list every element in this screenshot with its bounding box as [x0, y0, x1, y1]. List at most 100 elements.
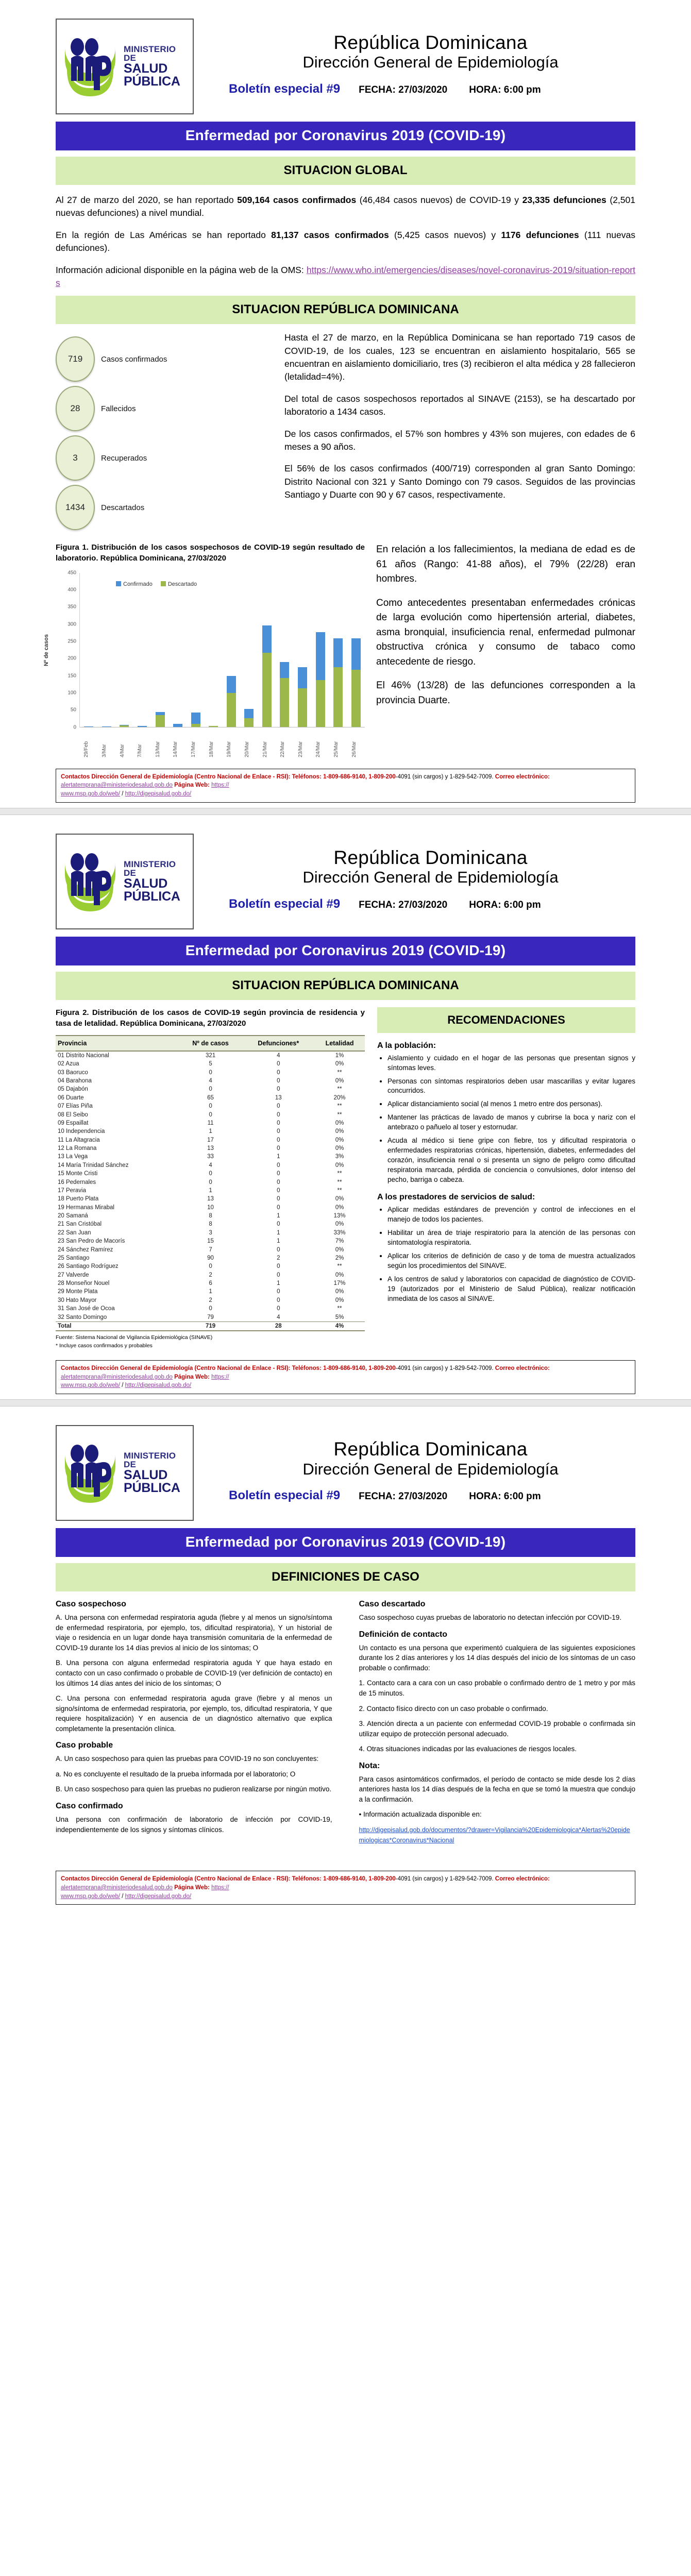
footer-web-link-2[interactable]: www.msp.gob.do/web/: [61, 791, 121, 798]
chart-bar-segment-confirmado: [280, 662, 290, 678]
definition-paragraph: Un contacto es una persona que experimen…: [359, 1643, 636, 1672]
recommendation-item: Acuda al médico si tiene gripe con fiebr…: [387, 1136, 635, 1184]
ministry-line-2: SALUD PÚBLICA: [124, 876, 180, 904]
who-situation-reports-link[interactable]: https://www.who.int/emergencies/diseases…: [56, 264, 635, 288]
bulletin-date: FECHA: 27/03/2020: [359, 1491, 448, 1502]
table-cell: 0: [277, 1103, 280, 1110]
global-paragraph-3: Información adicional disponible en la p…: [56, 264, 635, 290]
page2-footer: Contactos Dirección General de Epidemiol…: [56, 1360, 635, 1395]
table-cell: 0: [277, 1137, 280, 1143]
chart-bar: [120, 573, 129, 727]
bulletin-time: HORA: 6:00 pm: [469, 1491, 541, 1502]
chart-plot-area: Confirmado Descartado: [79, 572, 365, 727]
bulletin-time: HORA: 6:00 pm: [469, 84, 541, 96]
table-cell: 0%: [335, 1145, 344, 1152]
table-cell: 17 Peravia: [58, 1187, 86, 1194]
table-cell: 0: [277, 1221, 280, 1228]
table-row: 23 San Pedro de Macorís 15 1 7%: [56, 1237, 365, 1245]
table-row: 02 Azua 5 0 0%: [56, 1060, 365, 1068]
table-cell: 65: [207, 1094, 214, 1101]
stat-row: 3 Recuperados: [56, 433, 277, 483]
col-provincia: Provincia: [56, 1035, 179, 1052]
bulletin-time: HORA: 6:00 pm: [469, 899, 541, 910]
footer-email-link[interactable]: alertatemprana@ministeriodesalud.gob.do: [61, 1884, 173, 1891]
chart-bar-segment-confirmado: [315, 632, 325, 680]
footer-web-link-2[interactable]: www.msp.gob.do/web/: [61, 1382, 121, 1389]
table-cell: 20%: [333, 1094, 346, 1101]
table-row: 19 Hermanas Mirabal 10 0 0%: [56, 1204, 365, 1212]
chart-bar: [244, 573, 254, 727]
table-cell: 0: [277, 1306, 280, 1312]
definition-heading: Caso confirmado: [56, 1802, 123, 1811]
g3-a: Información adicional disponible en la p…: [56, 264, 307, 275]
footer-web-label: Página Web:: [172, 1884, 212, 1891]
col-casos: Nº de casos: [178, 1035, 243, 1052]
table-cell: 15: [207, 1238, 214, 1245]
page-3: MINISTERIO DE SALUD PÚBLICA República Do…: [0, 1406, 691, 1910]
definition-heading: Definición de contacto: [359, 1630, 448, 1639]
footer-web-link-3[interactable]: http://digepisalud.gob.do/: [125, 1893, 192, 1900]
footer-web-link-1[interactable]: https://: [211, 1884, 229, 1891]
table-cell: 06 Duarte: [58, 1094, 84, 1101]
footer-phones: -4091 (sin cargos) y 1-829-542-7009.: [395, 1876, 495, 1883]
msp-logo-icon: [64, 1445, 115, 1503]
table-cell: 0: [277, 1179, 280, 1185]
chart-bar-segment-confirmado: [155, 712, 165, 716]
chart-y-axis: Nº de casos 0 50 100 150 200 250 300 350 400 450: [43, 570, 79, 730]
table-cell: 20 Samaná: [58, 1213, 88, 1219]
footer-web-link-1[interactable]: https://: [211, 782, 229, 789]
table-row: 08 El Seibo 0 0 **: [56, 1110, 365, 1118]
stat-value-confirmados: 719: [56, 336, 95, 382]
stat-bubbles-list: 719 Casos confirmados 28 Fallecidos 3 Re…: [56, 331, 277, 532]
chart-x-tick: 22/Mar: [280, 741, 286, 757]
table-cell: 13: [207, 1145, 214, 1152]
table-row: 10 Independencia 1 0 0%: [56, 1127, 365, 1136]
stat-label-fallecidos: Fallecidos: [101, 404, 136, 413]
table-row: 14 María Trinidad Sánchez 4 0 0%: [56, 1161, 365, 1170]
table-cell: 7: [209, 1246, 212, 1253]
table-row: 25 Santiago 90 2 2%: [56, 1254, 365, 1262]
bulletin-number: Boletín especial #9: [229, 82, 341, 96]
table-cell: 0%: [335, 1137, 344, 1143]
g2-a: En la región de Las Américas se han repo…: [56, 229, 272, 240]
table-cell: 7%: [335, 1238, 344, 1245]
table-cell: 18 Puerto Plata: [58, 1196, 99, 1202]
table-cell: 0: [277, 1162, 280, 1168]
table-row: 29 Monte Plata 1 0 0%: [56, 1287, 365, 1296]
ministry-line-1: MINISTERIO DE: [124, 1451, 176, 1470]
page-separator: [0, 1399, 691, 1407]
footer-web-link-2[interactable]: www.msp.gob.do/web/: [61, 1893, 121, 1900]
chart-legend: Confirmado Descartado: [116, 581, 197, 587]
recommendation-item: Personas con síntomas respiratorios debe…: [387, 1077, 635, 1096]
chart-bar-segment-descartado: [262, 652, 272, 727]
table-cell: **: [337, 1086, 342, 1093]
page-title: República Dominicana: [333, 846, 528, 868]
footer-phones: -4091 (sin cargos) y 1-829-542-7009.: [395, 773, 495, 780]
table-cell: 33%: [333, 1229, 346, 1236]
table-source: Fuente: Sistema Nacional de Vigilancia E…: [56, 1334, 213, 1341]
footer-web-link-3[interactable]: http://digepisalud.gob.do/: [125, 791, 192, 798]
footer-phones: -4091 (sin cargos) y 1-829-542-7009.: [395, 1365, 495, 1372]
table-cell: 0: [277, 1069, 280, 1076]
table-cell: 2: [209, 1272, 212, 1278]
table-cell: 03 Baoruco: [58, 1069, 88, 1076]
page-title: República Dominicana: [333, 32, 528, 53]
footer-email-link[interactable]: alertatemprana@ministeriodesalud.gob.do: [61, 782, 173, 789]
footer-web-link-1[interactable]: https://: [211, 1374, 229, 1380]
recommendations-body: A la población: Aislamiento y cuidado en …: [377, 1041, 635, 1304]
definition-paragraph: C. Una persona con enfermedad respirator…: [56, 1694, 332, 1733]
definition-link[interactable]: http://digepisalud.gob.do/documentos/?dr…: [359, 1826, 630, 1844]
table-cell: 1: [277, 1229, 280, 1236]
footer-web-link-3[interactable]: http://digepisalud.gob.do/: [125, 1382, 192, 1389]
footer-email-link[interactable]: alertatemprana@ministeriodesalud.gob.do: [61, 1374, 173, 1380]
chart-bar-segment-descartado: [298, 688, 308, 727]
footer-web-label: Página Web:: [172, 782, 212, 789]
page1-header: MINISTERIO DE SALUD PÚBLICA República Do…: [0, 0, 691, 114]
table-cell: 0: [277, 1272, 280, 1278]
table-cell: 32 Santo Domingo: [58, 1314, 107, 1320]
chart-x-tick: 20/Mar: [244, 741, 250, 757]
table-cell: 0%: [335, 1078, 344, 1084]
chart-bar-segment-confirmado: [226, 676, 236, 693]
page-title: República Dominicana: [333, 1438, 528, 1460]
table-header-row: Provincia Nº de casos Defunciones* Letal…: [56, 1035, 365, 1052]
